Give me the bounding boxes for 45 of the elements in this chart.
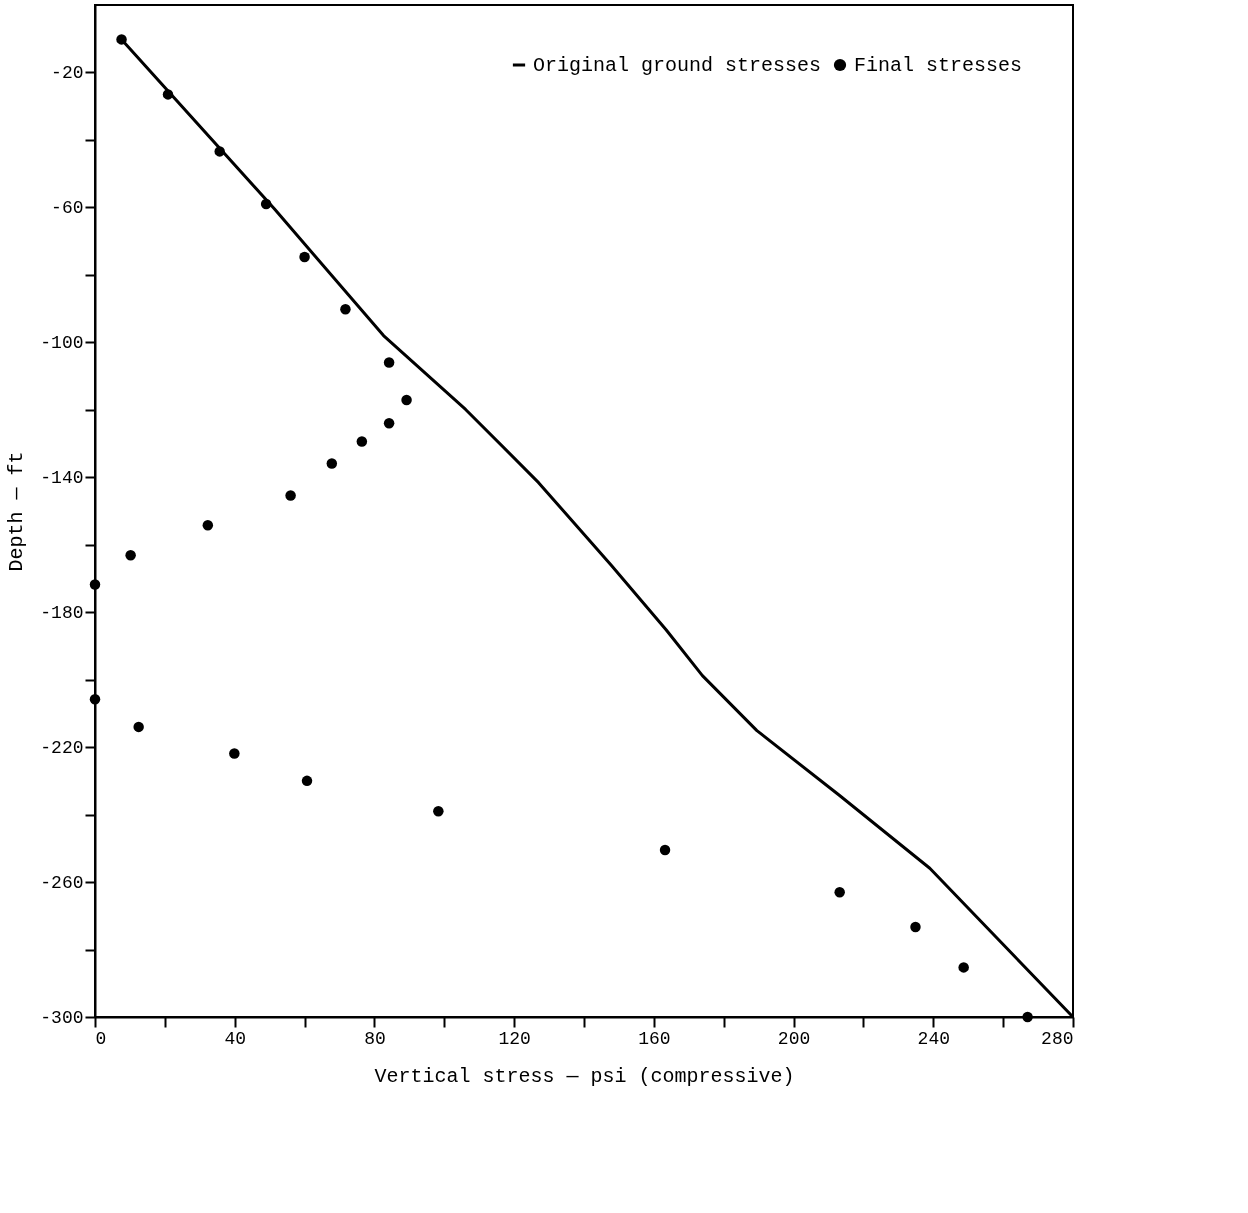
y-tick-label: -300 bbox=[40, 1007, 84, 1028]
x-tick-label: 240 bbox=[917, 1028, 950, 1049]
point bbox=[834, 886, 845, 898]
point bbox=[133, 721, 144, 733]
point bbox=[162, 89, 174, 100]
point bbox=[285, 490, 296, 501]
point bbox=[356, 436, 368, 447]
x-tick-label: 280 bbox=[1041, 1028, 1074, 1049]
point bbox=[229, 748, 240, 759]
y-tick-label: -100 bbox=[40, 332, 84, 353]
point bbox=[301, 775, 313, 787]
point bbox=[1022, 1011, 1033, 1023]
x-tick-label: 40 bbox=[224, 1028, 247, 1049]
point bbox=[326, 458, 338, 469]
point bbox=[401, 394, 412, 406]
point bbox=[260, 198, 272, 210]
x-tick-label: 200 bbox=[777, 1028, 811, 1049]
x-tick-label: 0 bbox=[95, 1028, 107, 1049]
x-tick-label: 80 bbox=[364, 1028, 386, 1049]
point bbox=[340, 304, 351, 315]
legend-label: Original ground stresses bbox=[533, 54, 822, 77]
y-tick-label: -260 bbox=[40, 872, 84, 893]
x-axis-title: Vertical stress — psi (compressive) bbox=[374, 1064, 795, 1088]
point bbox=[116, 34, 127, 45]
point bbox=[958, 962, 969, 973]
point bbox=[299, 251, 310, 263]
point bbox=[89, 694, 101, 705]
point bbox=[214, 146, 225, 157]
point bbox=[910, 921, 921, 933]
y-tick-label: -180 bbox=[40, 602, 84, 623]
point bbox=[383, 418, 395, 429]
legend-label: Final stresses bbox=[854, 54, 1023, 77]
y-axis-title: Depth — ft bbox=[5, 451, 29, 572]
point bbox=[433, 805, 444, 817]
point bbox=[202, 519, 214, 531]
point bbox=[125, 549, 136, 561]
y-tick-label: -140 bbox=[40, 467, 84, 488]
y-tick-label: -20 bbox=[51, 62, 84, 83]
y-tick-label: -220 bbox=[40, 737, 84, 758]
point bbox=[383, 357, 395, 368]
y-tick-label: -60 bbox=[51, 197, 84, 218]
x-tick-label: 120 bbox=[498, 1028, 531, 1049]
point bbox=[659, 844, 671, 856]
x-tick-label: 160 bbox=[638, 1028, 671, 1049]
point bbox=[89, 579, 101, 590]
